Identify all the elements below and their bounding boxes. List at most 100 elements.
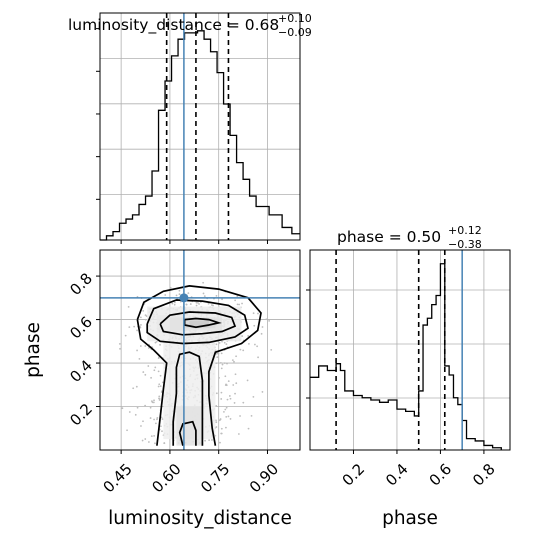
contour-lines	[136, 285, 262, 446]
hist2-grid	[310, 250, 510, 450]
scatter-point	[220, 367, 223, 370]
scatter-point	[174, 301, 176, 304]
density-block-5	[176, 406, 203, 446]
contour-y-label: phase	[23, 322, 44, 378]
scatter-point	[215, 426, 218, 428]
hist2-xtick-label-3: 0.8	[469, 460, 499, 490]
scatter-point	[212, 304, 214, 307]
scatter-point	[163, 442, 166, 444]
scatter-point	[216, 352, 219, 355]
scatter-point	[159, 374, 162, 377]
scatter-point	[140, 425, 142, 427]
contour-line-3	[136, 285, 262, 446]
scatter-point	[225, 406, 228, 409]
hist1-y-ticks	[96, 28, 100, 200]
hist2-xtick-label-1: 0.4	[382, 460, 412, 490]
scatter-point	[150, 376, 152, 379]
scatter-point	[154, 442, 156, 445]
scatter-point	[234, 373, 237, 376]
scatter-point	[147, 441, 150, 443]
scatter-point	[154, 366, 157, 369]
scatter-point	[223, 341, 226, 344]
scatter-point	[215, 392, 218, 395]
scatter-point	[248, 342, 250, 345]
scatter-point	[164, 294, 167, 296]
scatter-point	[253, 324, 256, 327]
scatter-point	[215, 294, 218, 297]
scatter-point	[136, 329, 138, 332]
scatter-point	[211, 439, 213, 441]
scatter-point	[196, 301, 199, 304]
scatter-point	[234, 299, 237, 302]
scatter-point	[223, 410, 225, 413]
scatter-point	[218, 376, 220, 379]
scatter-point	[239, 415, 241, 417]
scatter-point	[220, 398, 223, 400]
scatter-point	[139, 345, 142, 347]
scatter-point	[147, 347, 150, 349]
scatter-point	[198, 303, 200, 305]
scatter-point	[224, 408, 227, 411]
scatter-point	[236, 295, 239, 298]
scatter-point	[153, 418, 155, 421]
hist-phase-panel: 0.2 0.4 0.6 0.8 phase = 0.50 +0.12 −0.38 ph…	[306, 224, 511, 529]
scatter-point	[221, 363, 224, 366]
hist1-grid	[100, 13, 300, 240]
scatter-point	[229, 397, 232, 400]
scatter-point	[254, 343, 256, 346]
scatter-point	[247, 427, 250, 430]
scatter-point	[175, 294, 178, 297]
scatter-point	[144, 318, 147, 321]
scatter-point	[241, 335, 244, 337]
contour-xtick-label-0: 0.45	[100, 460, 136, 496]
scatter-point	[189, 303, 192, 305]
scatter-point	[268, 320, 271, 322]
scatter-point	[147, 365, 150, 367]
contour-line-1	[146, 299, 249, 345]
scatter-point	[160, 416, 163, 419]
scatter-point	[256, 345, 259, 348]
scatter-point	[169, 286, 172, 289]
scatter-point	[144, 314, 147, 317]
contour-y-ticks: 0.2 0.4 0.6 0.8	[66, 269, 100, 429]
scatter-point	[225, 416, 228, 418]
scatter-point	[215, 421, 218, 424]
scatter-point	[242, 349, 245, 352]
scatter-point	[215, 405, 218, 407]
scatter-point	[242, 401, 245, 404]
scatter-point	[144, 404, 147, 407]
scatter-point	[185, 303, 188, 306]
scatter-point	[126, 429, 128, 432]
scatter-point	[139, 316, 142, 319]
scatter-point	[257, 356, 259, 359]
hist1-step-line	[100, 30, 300, 241]
contour-xtick-label-2: 0.75	[197, 460, 233, 496]
contour-xtick-label-3: 0.90	[246, 460, 282, 496]
scatter-point	[157, 370, 160, 373]
hist1-quantile-lines	[165, 13, 230, 240]
scatter-point	[215, 419, 217, 422]
scatter-point	[153, 434, 156, 437]
scatter-point	[140, 324, 142, 326]
scatter-point	[152, 401, 155, 404]
scatter-point	[247, 335, 250, 337]
scatter-point	[241, 302, 243, 305]
scatter-point	[158, 395, 161, 398]
scatter-point	[159, 343, 161, 346]
hist2-title-sup: +0.12	[448, 224, 482, 237]
hist1-title-sup: +0.10	[278, 12, 312, 25]
scatter-point	[223, 362, 226, 365]
scatter-point	[232, 384, 235, 386]
scatter-point	[220, 432, 223, 435]
hist2-title: phase = 0.50	[337, 228, 441, 246]
scatter-point	[141, 439, 144, 442]
scatter-point	[159, 385, 162, 388]
scatter-point	[237, 433, 240, 435]
hist2-xtick-label-2: 0.6	[426, 460, 456, 490]
contour-density-fill	[147, 306, 242, 446]
scatter-point	[150, 400, 153, 403]
scatter-point	[161, 430, 163, 433]
scatter-point	[261, 391, 264, 393]
contour-line-4	[136, 319, 168, 446]
scatter-point	[157, 385, 160, 388]
